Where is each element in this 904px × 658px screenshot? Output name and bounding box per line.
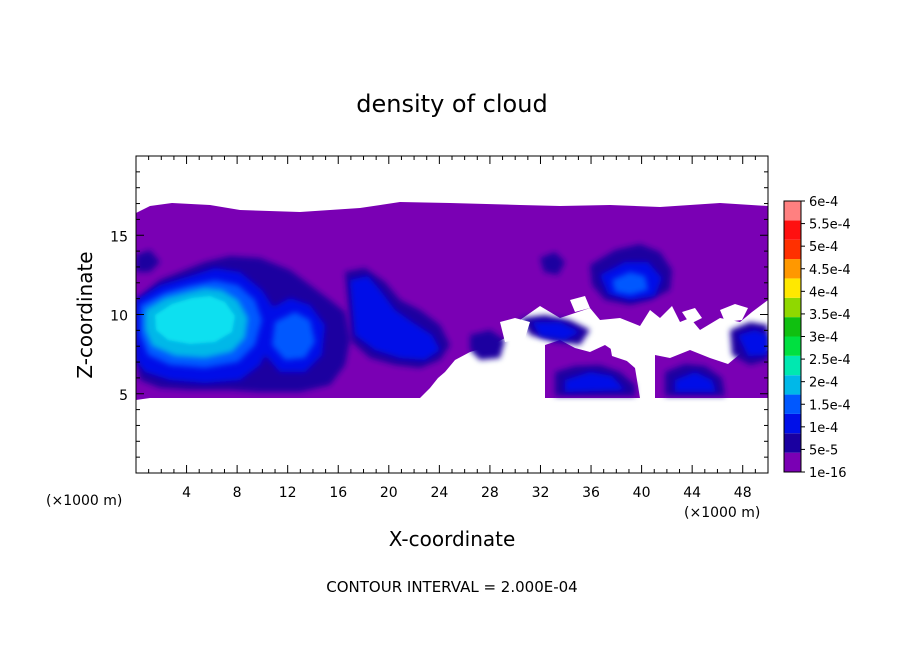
cloud-region-darkblue-7 [470, 330, 505, 360]
x-tick-label: 20 [380, 485, 398, 501]
cloud-region-blue-8 [532, 322, 580, 340]
x-tick-label: 40 [633, 485, 651, 501]
x-tick-label: 4 [182, 485, 191, 501]
cloud-region-blue-5 [565, 372, 625, 392]
x-tick-label: 44 [683, 485, 701, 501]
legend-label: 6e-4 [809, 195, 838, 210]
legend-label: 1e-4 [809, 421, 838, 436]
x-tick-label: 8 [233, 485, 242, 501]
cloud-gap-2 [610, 342, 645, 362]
legend-label: 3e-4 [809, 331, 838, 346]
x-unit-right: (×1000 m) [684, 505, 760, 521]
cloud-gap-1 [500, 318, 530, 342]
legend-label: 5e-5 [809, 443, 838, 458]
legend-swatch [784, 201, 801, 221]
y-tick-label: 5 [119, 388, 128, 404]
cloud-region-blue-3 [350, 276, 440, 360]
legend-colorbar: 1e-16 5e-5 1e-4 1.5e-4 2e-4 2.5e-4 3e-4 3.5e-4 4… [783, 195, 851, 481]
cloud-region-blue-7 [738, 330, 768, 356]
y-tick-label: 15 [110, 229, 128, 245]
y-axis-ticks: 5 10 15 [110, 171, 768, 458]
legend-swatch [784, 355, 801, 376]
legend-label: 1.5e-4 [809, 398, 851, 413]
x-tick-label: 36 [582, 485, 600, 501]
x-tick-label: 28 [481, 485, 499, 501]
legend-label: 1e-16 [809, 466, 847, 481]
legend-swatch [784, 452, 801, 472]
legend-swatch [784, 239, 801, 260]
legend-label: 4e-4 [809, 285, 838, 300]
x-tick-label: 12 [279, 485, 297, 501]
legend-label: 2e-4 [809, 376, 838, 391]
y-axis-label: Z-coordinate [73, 251, 97, 378]
legend-swatch [784, 259, 801, 279]
x-unit-left: (×1000 m) [46, 493, 122, 509]
legend-swatch [784, 375, 801, 395]
cloud-gap-5 [570, 296, 590, 312]
legend-swatch [784, 220, 801, 240]
legend-swatch [784, 297, 801, 318]
legend-label: 2.5e-4 [809, 353, 851, 368]
cloud-region-midblue-3 [612, 272, 648, 295]
x-tick-label: 24 [430, 485, 448, 501]
chart-title: density of cloud [356, 90, 547, 118]
x-axis-ticks: 4 8 12 16 20 24 28 32 36 40 44 48 [148, 156, 756, 501]
cloud-field [136, 202, 768, 400]
cloud-region-darkblue-9 [540, 252, 565, 275]
cloud-region-blue-6 [675, 372, 716, 392]
cloud-region-midblue-2 [272, 312, 315, 360]
legend-label: 3.5e-4 [809, 308, 851, 323]
legend-swatch [784, 413, 801, 434]
cloud-region-darkblue-10 [136, 250, 160, 272]
legend-label: 5.5e-4 [809, 218, 851, 233]
x-tick-label: 32 [532, 485, 550, 501]
y-tick-label: 10 [110, 309, 128, 325]
contour-interval: CONTOUR INTERVAL = 2.000E-04 [326, 578, 577, 596]
legend-swatch [784, 336, 801, 356]
x-tick-label: 16 [329, 485, 347, 501]
cloud-region-cyan-bright [155, 296, 235, 344]
legend-label: 4.5e-4 [809, 263, 851, 278]
x-tick-label: 48 [734, 485, 752, 501]
x-axis-label: X-coordinate [389, 527, 516, 551]
legend-swatch [784, 278, 801, 298]
legend-swatch [784, 317, 801, 337]
legend-swatch [784, 394, 801, 414]
cloud-gap-4 [682, 308, 702, 324]
cloud-gap-3 [720, 304, 748, 322]
legend-swatch [784, 433, 801, 453]
legend-label: 5e-4 [809, 240, 838, 255]
